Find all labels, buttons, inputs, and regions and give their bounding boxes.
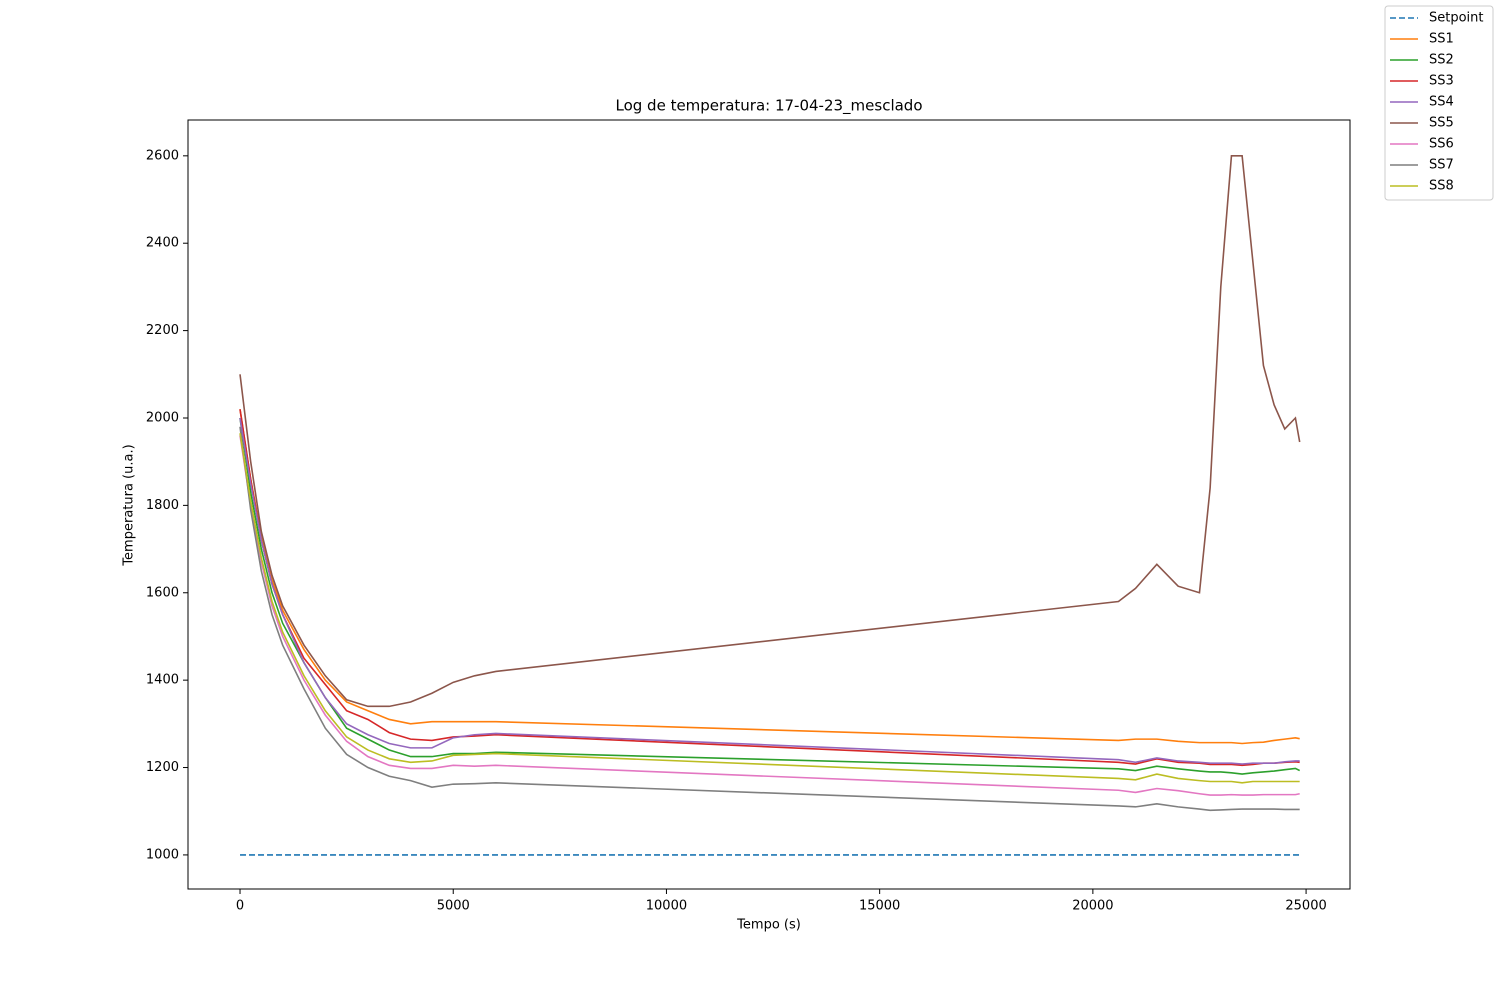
legend-label: SS1 — [1429, 32, 1454, 47]
y-tick-label: 2200 — [146, 323, 179, 338]
legend-label: SS3 — [1429, 74, 1454, 89]
y-tick-label: 1200 — [146, 760, 179, 775]
x-tick-label: 10000 — [646, 899, 687, 914]
legend-label: SS7 — [1429, 158, 1454, 173]
x-tick-label: 0 — [236, 899, 244, 914]
plot-frame — [187, 119, 1351, 890]
legend-label: SS5 — [1429, 116, 1454, 131]
legend-label: Setpoint — [1429, 11, 1484, 26]
y-tick-label: 1400 — [146, 673, 179, 688]
legend-label: SS8 — [1429, 179, 1454, 194]
series-line — [239, 435, 1300, 796]
x-axis-label: Tempo (s) — [736, 918, 801, 933]
legend-box — [1384, 5, 1494, 201]
y-tick-label: 2000 — [146, 410, 179, 425]
y-axis-label: Temperatura (u.a.) — [122, 444, 137, 566]
series-line — [239, 155, 1301, 708]
series-line — [239, 433, 1300, 784]
legend-label: SS2 — [1429, 53, 1454, 68]
x-tick-label: 15000 — [859, 899, 900, 914]
series-line — [239, 409, 1300, 745]
series-line — [239, 426, 1300, 812]
series-line — [239, 409, 1300, 767]
series-line — [239, 417, 1300, 765]
y-tick-label: 2600 — [146, 148, 179, 163]
y-tick-label: 2400 — [146, 236, 179, 251]
legend-label: SS4 — [1429, 95, 1454, 110]
y-tick-label: 1600 — [146, 585, 179, 600]
legend-label: SS6 — [1429, 137, 1454, 152]
chart-title: Log de temperatura: 17-04-23_mesclado — [615, 97, 922, 116]
x-tick-label: 5000 — [437, 899, 470, 914]
y-tick-label: 1800 — [146, 498, 179, 513]
x-tick-label: 25000 — [1285, 899, 1326, 914]
y-tick-label: 1000 — [146, 847, 179, 862]
x-tick-label: 20000 — [1072, 899, 1113, 914]
